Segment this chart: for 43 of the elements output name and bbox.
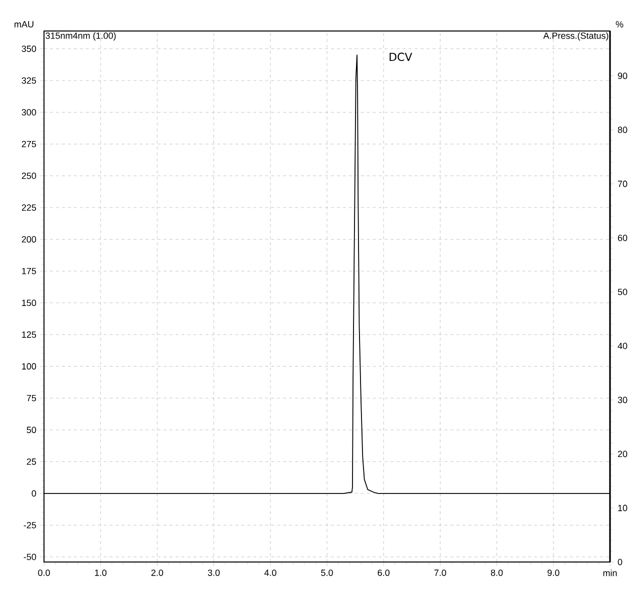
x-tick-label: 4.0 xyxy=(264,570,276,576)
y2-tick-label: 20 xyxy=(618,450,628,458)
y-tick-label: 275 xyxy=(22,140,36,148)
y2-tick-label: 0 xyxy=(618,558,622,566)
y-tick-label: -50 xyxy=(24,554,36,560)
y2-tick-label: 70 xyxy=(618,180,628,188)
x-tick-label: 9.0 xyxy=(548,570,560,576)
y-tick-label: 350 xyxy=(22,46,36,52)
y2-tick-label: 10 xyxy=(618,504,628,512)
x-tick-label: 5.0 xyxy=(321,570,333,576)
annotation: 315nm4nm (1.00) xyxy=(46,32,116,41)
y2-tick-label: 60 xyxy=(618,234,628,242)
y-tick-label: 0 xyxy=(32,490,36,497)
x-tick-label: 3.0 xyxy=(208,570,220,576)
y-tick-label: 175 xyxy=(22,268,36,274)
y-tick-label: 100 xyxy=(22,363,36,370)
y-tick-label: 50 xyxy=(26,426,36,434)
x-tick-label: 1.0 xyxy=(95,570,107,576)
y2-tick-label: 50 xyxy=(618,288,628,296)
y2-tick-label: 80 xyxy=(618,126,628,134)
x-tick-label: 0.0 xyxy=(38,570,50,576)
x-tick-label: min xyxy=(603,570,617,576)
y-tick-label: 250 xyxy=(22,172,36,179)
y-tick-label: 225 xyxy=(22,204,36,211)
annotation: DCV xyxy=(390,52,412,62)
x-tick-label: 8.0 xyxy=(490,570,503,576)
y-tick-label: 125 xyxy=(22,331,36,338)
y-tick-label: 300 xyxy=(22,109,36,116)
y-tick-label: 200 xyxy=(22,236,36,243)
x-tick-label: 6.0 xyxy=(378,570,390,576)
x-tick-label: 7.0 xyxy=(434,570,446,576)
y-tick-label: 75 xyxy=(26,394,36,402)
y-tick-label: 150 xyxy=(22,300,36,306)
y2-tick-label: 90 xyxy=(618,72,628,80)
y-axis-title: mAU xyxy=(14,21,34,28)
y-tick-label: 325 xyxy=(22,77,36,84)
annotation: A.Press.(Status) xyxy=(543,32,608,41)
y-tick-label: 25 xyxy=(26,458,36,465)
y2-tick-label: 30 xyxy=(618,396,628,404)
y2-tick-label: 40 xyxy=(618,342,628,350)
y-tick-label: -25 xyxy=(24,522,36,528)
x-tick-label: 2.0 xyxy=(151,570,164,576)
y2-axis-title: % xyxy=(616,21,624,28)
